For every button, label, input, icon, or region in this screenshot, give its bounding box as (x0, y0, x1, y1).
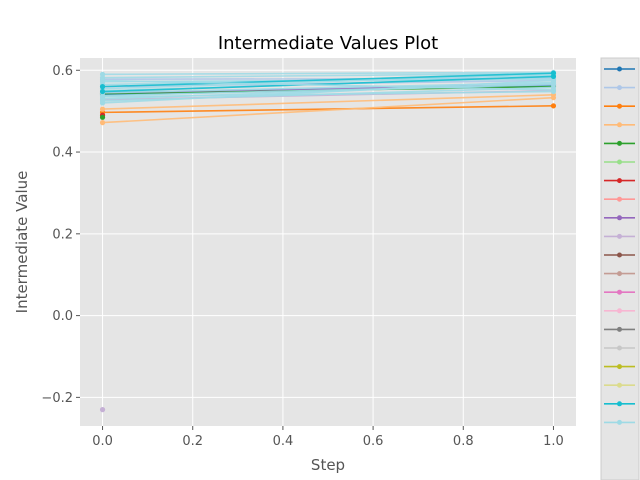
legend-marker-10 (617, 252, 622, 258)
data-point (99, 88, 106, 95)
legend-marker-7 (617, 196, 622, 202)
legend-marker-14 (617, 326, 622, 332)
series-line-17 (102, 71, 554, 76)
legend-marker-1 (617, 85, 622, 91)
series-line-25 (102, 79, 554, 91)
data-point (99, 96, 106, 102)
gridlines (80, 58, 576, 426)
y-tick-label: 0.4 (52, 146, 73, 161)
x-tick-label: 0.0 (92, 434, 113, 449)
y-tick-label: 0.0 (52, 309, 73, 324)
legend-marker-6 (617, 178, 622, 184)
legend-marker-0 (617, 66, 622, 72)
data-point (550, 103, 557, 109)
y-tick-label: −0.2 (41, 391, 73, 406)
legend-marker-12 (617, 289, 622, 295)
legend (604, 66, 635, 425)
x-tick-label: 0.6 (363, 434, 384, 449)
legend-marker-5 (617, 159, 622, 165)
data-point (550, 80, 557, 86)
data-point (99, 71, 106, 77)
legend-marker-3 (617, 122, 622, 128)
data-point (550, 87, 557, 93)
legend-marker-13 (617, 308, 622, 314)
series-line-2 (102, 105, 554, 114)
x-tick-label: 0.4 (273, 434, 294, 449)
legend-marker-15 (617, 345, 622, 351)
x-tick-label: 0.2 (182, 434, 203, 449)
x-axis-ticks: 0.0 0.2 0.4 0.6 0.8 1.0 (92, 426, 564, 449)
data-point (99, 106, 106, 112)
series-layer (99, 69, 557, 413)
data-point (99, 84, 106, 90)
x-tick-label: 1.0 (543, 434, 564, 449)
legend-marker-9 (617, 233, 622, 239)
legend-marker-17 (617, 382, 622, 388)
series-line-22 (102, 75, 554, 93)
series-line-23 (102, 72, 554, 88)
series-line-3 (102, 96, 554, 124)
legend-marker-2 (617, 103, 622, 109)
legend-marker-18 (617, 401, 622, 407)
y-axis-label: Intermediate Value (13, 171, 31, 314)
data-point (99, 77, 106, 84)
x-tick-label: 0.8 (453, 434, 474, 449)
legend-marker-16 (617, 364, 622, 370)
legend-marker-4 (617, 140, 622, 146)
legend-box (600, 57, 640, 480)
y-tick-label: 0.6 (52, 64, 73, 79)
data-point (99, 407, 106, 413)
data-point (99, 114, 106, 120)
chart-title: Intermediate Values Plot (218, 33, 438, 54)
series-line-26 (102, 82, 554, 100)
x-axis-label: Step (311, 456, 345, 474)
y-axis-ticks: −0.2 0.0 0.2 0.4 0.6 (41, 64, 80, 406)
legend-marker-8 (617, 215, 622, 221)
legend-marker-19 (617, 419, 622, 425)
data-point (99, 120, 106, 126)
y-tick-label: 0.2 (52, 227, 73, 242)
series-line-4 (102, 94, 554, 110)
legend-marker-11 (617, 271, 622, 277)
data-point (99, 100, 106, 106)
data-point (550, 70, 557, 76)
series-line-16 (102, 72, 554, 79)
plot-area (80, 58, 576, 426)
